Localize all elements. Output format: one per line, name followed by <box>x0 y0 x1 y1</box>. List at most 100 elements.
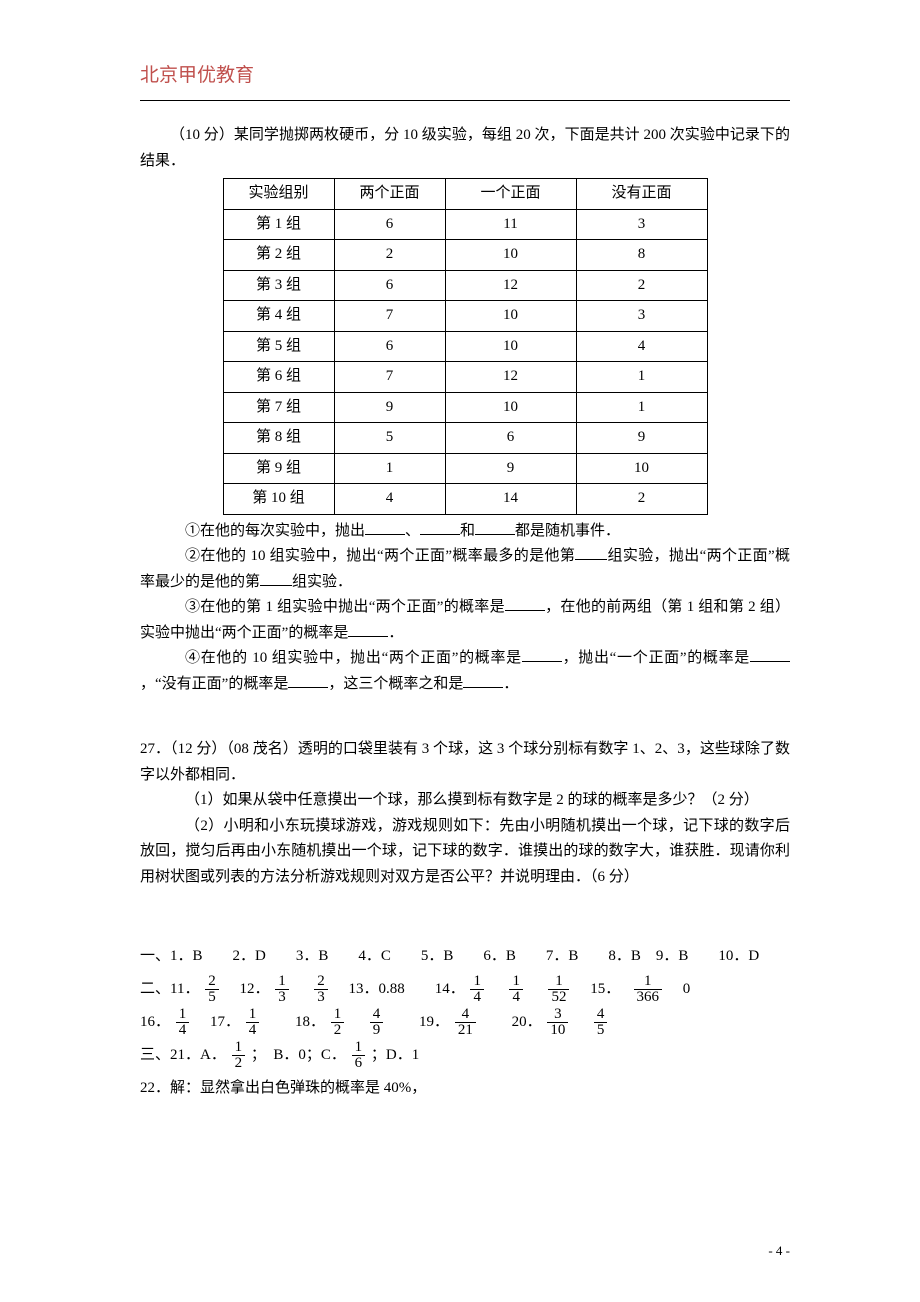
num: 4 <box>370 1007 384 1024</box>
num: 1 <box>232 1040 246 1057</box>
q1-p2: ②在他的 10 组实验中，抛出“两个正面”概率最多的是他第组实验，抛出“两个正面… <box>140 544 790 595</box>
t: 三、21．A． <box>140 1047 226 1063</box>
num: 3 <box>547 1007 568 1024</box>
t: ． <box>388 625 403 641</box>
t: ③在他的第 1 组实验中抛出“两个正面”的概率是 <box>185 599 505 615</box>
experiment-table: 实验组别两个正面一个正面没有正面第 1 组6113第 2 组2108第 3 组6… <box>223 178 708 515</box>
frac: 14 <box>176 1007 190 1040</box>
table-cell: 实验组别 <box>223 179 334 210</box>
num: 4 <box>455 1007 476 1024</box>
table-cell: 第 10 组 <box>223 484 334 515</box>
t: 19． <box>389 1014 449 1030</box>
table-cell: 第 4 组 <box>223 301 334 332</box>
frac: 12 <box>232 1040 246 1073</box>
answers-line4: 三、21．A． 12 ； B．0；C． 16 ；D．1 <box>140 1039 790 1072</box>
den: 6 <box>352 1056 366 1072</box>
frac: 12 <box>331 1007 345 1040</box>
t: 17． <box>195 1014 240 1030</box>
den: 3 <box>314 990 328 1006</box>
num: 1 <box>634 974 663 991</box>
table-cell: 6 <box>445 423 576 454</box>
table-cell: 10 <box>445 392 576 423</box>
table-cell: 11 <box>445 209 576 240</box>
answers-line5: 22．解：显然拿出白色弹珠的概率是 40%， <box>140 1072 790 1105</box>
q27-head: 27．（12 分）（08 茂名）透明的口袋里装有 3 个球，这 3 个球分别标有… <box>140 737 790 788</box>
t: 和 <box>460 523 475 539</box>
t: ，这三个概率之和是 <box>328 676 463 692</box>
table-cell: 7 <box>334 301 445 332</box>
table-cell: 第 3 组 <box>223 270 334 301</box>
blank <box>420 519 460 535</box>
blank <box>505 595 545 611</box>
t: 15． <box>575 981 628 997</box>
table-cell: 2 <box>576 270 707 301</box>
den: 5 <box>205 990 219 1006</box>
intro-text: （10 分）某同学抛掷两枚硬币，分 10 级实验，每组 20 次，下面是共计 2… <box>140 123 790 174</box>
num: 1 <box>548 974 569 991</box>
answers-block: 一、1．B 2．D 3．B 4．C 5．B 6．B 7．B 8．B 9．B 10… <box>140 940 790 1105</box>
num: 1 <box>509 974 523 991</box>
blank <box>348 621 388 637</box>
table-cell: 9 <box>576 423 707 454</box>
answers-line1: 一、1．B 2．D 3．B 4．C 5．B 6．B 7．B 8．B 9．B 10… <box>140 940 790 973</box>
table-cell: 7 <box>334 362 445 393</box>
t: ①在他的每次实验中，抛出 <box>185 523 365 539</box>
table-cell: 第 5 组 <box>223 331 334 362</box>
frac: 421 <box>455 1007 476 1040</box>
table-cell: 第 7 组 <box>223 392 334 423</box>
t: 都是随机事件． <box>515 523 620 539</box>
t: ②在他的 10 组实验中，抛出“两个正面”概率最多的是他第 <box>185 548 575 564</box>
table-cell: 10 <box>445 240 576 271</box>
table-cell: 1 <box>334 453 445 484</box>
frac: 45 <box>594 1007 608 1040</box>
table-cell: 14 <box>445 484 576 515</box>
t: ；D．1 <box>371 1047 419 1063</box>
t: ，“没有正面”的概率是 <box>140 676 288 692</box>
table-cell: 10 <box>445 301 576 332</box>
num: 1 <box>275 974 289 991</box>
table-cell: 第 8 组 <box>223 423 334 454</box>
den: 9 <box>370 1023 384 1039</box>
table-cell: 第 1 组 <box>223 209 334 240</box>
answers-line3: 16． 14 17． 14 18． 12 49 19． 421 20． 310 … <box>140 1006 790 1039</box>
table-cell: 1 <box>576 362 707 393</box>
table-cell: 6 <box>334 270 445 301</box>
table-cell: 6 <box>334 331 445 362</box>
den: 3 <box>275 990 289 1006</box>
q27-p2: （2）小明和小东玩摸球游戏，游戏规则如下：先由小明随机摸出一个球，记下球的数字后… <box>140 814 790 891</box>
den: 366 <box>634 990 663 1006</box>
frac: 13 <box>275 974 289 1007</box>
q1-p3: ③在他的第 1 组实验中抛出“两个正面”的概率是，在他的前两组（第 1 组和第 … <box>140 595 790 646</box>
table-cell: 9 <box>445 453 576 484</box>
blank <box>575 544 607 560</box>
t: 0 <box>668 981 691 997</box>
den: 2 <box>331 1023 345 1039</box>
table-cell: 第 2 组 <box>223 240 334 271</box>
den: 4 <box>470 990 484 1006</box>
table-cell: 一个正面 <box>445 179 576 210</box>
blank <box>750 646 790 662</box>
den: 5 <box>594 1023 608 1039</box>
den: 4 <box>509 990 523 1006</box>
blank <box>260 570 292 586</box>
table-cell: 5 <box>334 423 445 454</box>
table-cell: 3 <box>576 209 707 240</box>
t: 18． <box>265 1014 325 1030</box>
table-cell: 4 <box>334 484 445 515</box>
table-cell: 第 6 组 <box>223 362 334 393</box>
frac: 310 <box>547 1007 568 1040</box>
table-cell: 2 <box>576 484 707 515</box>
num: 2 <box>205 974 219 991</box>
t: ，抛出“一个正面”的概率是 <box>562 650 750 666</box>
table-cell: 没有正面 <box>576 179 707 210</box>
table-cell: 9 <box>334 392 445 423</box>
frac: 16 <box>352 1040 366 1073</box>
frac: 25 <box>205 974 219 1007</box>
blank <box>463 672 503 688</box>
num: 4 <box>594 1007 608 1024</box>
t: 、 <box>405 523 420 539</box>
num: 1 <box>246 1007 260 1024</box>
header-rule <box>140 100 790 101</box>
q1-p1: ①在他的每次实验中，抛出 、 和 都是随机事件． <box>140 519 790 545</box>
table-cell: 8 <box>576 240 707 271</box>
